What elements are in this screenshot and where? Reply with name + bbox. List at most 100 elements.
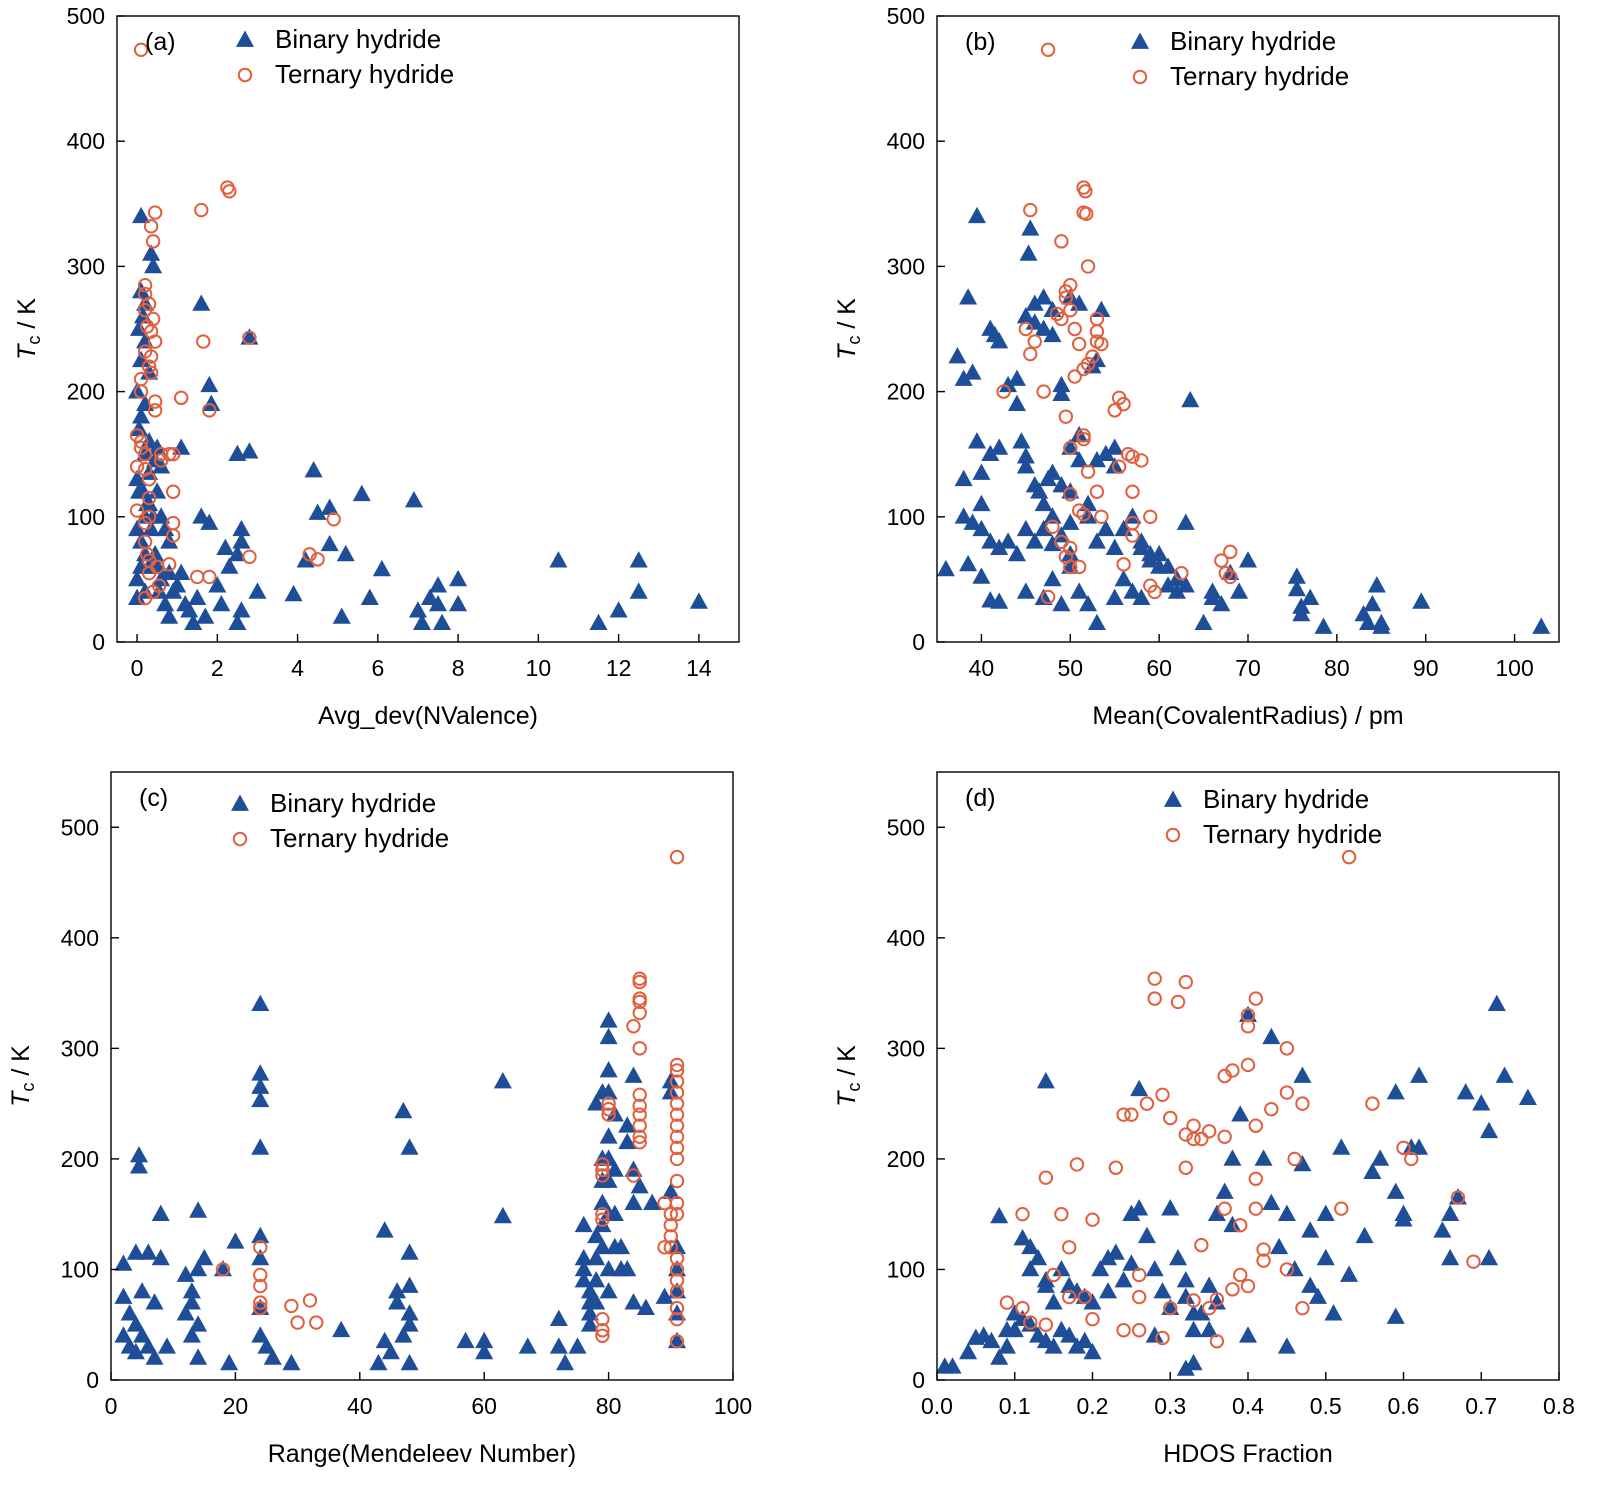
binary-point [1030,482,1049,499]
binary-point [1433,1221,1452,1238]
ternary-point [137,447,153,462]
binary-point [954,369,973,386]
binary-point [1518,1088,1537,1105]
binary-point [400,1243,419,1260]
binary-point [1036,1072,1055,1089]
binary-point [182,1326,201,1343]
binary-point [1293,1154,1312,1172]
binary-point [580,1304,599,1321]
ternary-point [663,1218,678,1233]
binary-point [1105,538,1124,555]
binary-point [251,1077,270,1094]
binary-point [126,1243,145,1260]
ternary-point [1067,369,1082,384]
legend-marker-ternary [1165,827,1181,843]
binary-point [1061,513,1080,530]
binary-point [959,288,978,305]
binary-point [1034,319,1053,336]
legend: Binary hydride Ternary hydride [230,788,449,853]
y-tick-label: 400 [61,925,99,951]
legend-label-ternary: Ternary hydride [1170,61,1349,91]
binary-point [152,507,171,524]
binary-point [360,588,379,606]
ternary-point [1054,311,1069,327]
ternary-point [1124,1107,1139,1122]
binary-point [388,1293,407,1310]
binary-point [188,588,207,606]
legend: Binary hydride Ternary hydride [1130,26,1349,91]
ternary-point [669,1195,685,1211]
binary-point [160,607,179,624]
binary-point [1270,1237,1289,1255]
binary-point [1223,1215,1242,1233]
binary-point [400,1138,419,1155]
ternary-point [1077,1289,1092,1305]
y-axis-symbol: T [833,343,861,360]
ternary-point [242,330,257,345]
binary-point [172,563,191,580]
ternary-point [133,384,149,399]
ternary-point [669,1251,685,1266]
binary-point [1096,519,1115,537]
binary-point [954,507,973,524]
binary-point [990,332,1009,349]
scatter-points [937,42,1551,634]
binary-point [599,1060,618,1078]
ternary-point [1094,509,1109,524]
ternary-point [1279,1041,1295,1056]
ternary-point [1194,1131,1209,1147]
binary-point [152,457,171,474]
ternary-point [1038,1317,1054,1332]
ternary-point [253,1240,268,1255]
binary-point [157,1337,177,1354]
ternary-point [1178,1127,1194,1142]
ternary-point [1058,290,1074,305]
ternary-point [1217,1068,1232,1084]
ternary-point [1201,1124,1217,1139]
ternary-point [1131,1267,1147,1283]
binary-point [189,1201,208,1218]
binary-point [1480,1121,1499,1139]
ternary-point [1248,991,1263,1006]
ternary-point [1240,1008,1256,1023]
ternary-point [1147,991,1162,1006]
binary-point [990,1348,1009,1365]
binary-point [599,1127,618,1144]
binary-point [132,206,151,224]
ternary-point [1094,336,1109,352]
ternary-point [253,1278,268,1294]
ternary-point [133,434,149,449]
ternary-point [1067,321,1082,337]
binary-point [599,1027,618,1045]
ternary-point [174,390,189,406]
ternary-point [141,490,157,506]
ternary-point [1085,349,1100,364]
binary-point [128,588,147,606]
ternary-point [190,569,205,585]
binary-point [182,1293,201,1310]
ternary-point [1076,428,1091,443]
binary-point [1034,494,1053,512]
legend-label-binary: Binary hydride [1203,784,1369,814]
binary-point [1007,394,1026,411]
ternary-point [1174,565,1189,581]
binary-point [618,1116,637,1133]
binary-point [192,507,211,524]
binary-point [251,1138,270,1155]
legend-marker-binary [1163,790,1183,807]
binary-point [593,1237,612,1255]
y-axis-symbol: T [7,1090,35,1107]
binary-point [1070,582,1089,599]
binary-point [1145,1326,1164,1343]
ternary-point [194,202,209,218]
binary-point [599,1149,618,1166]
binary-point [128,519,147,537]
binary-point [429,576,448,593]
y-tick-label: 300 [67,253,105,279]
ternary-point [626,1168,641,1183]
ternary-point [1063,487,1078,502]
binary-point [967,432,987,449]
y-axis-unit: / K [13,298,41,336]
binary-point [959,554,978,572]
